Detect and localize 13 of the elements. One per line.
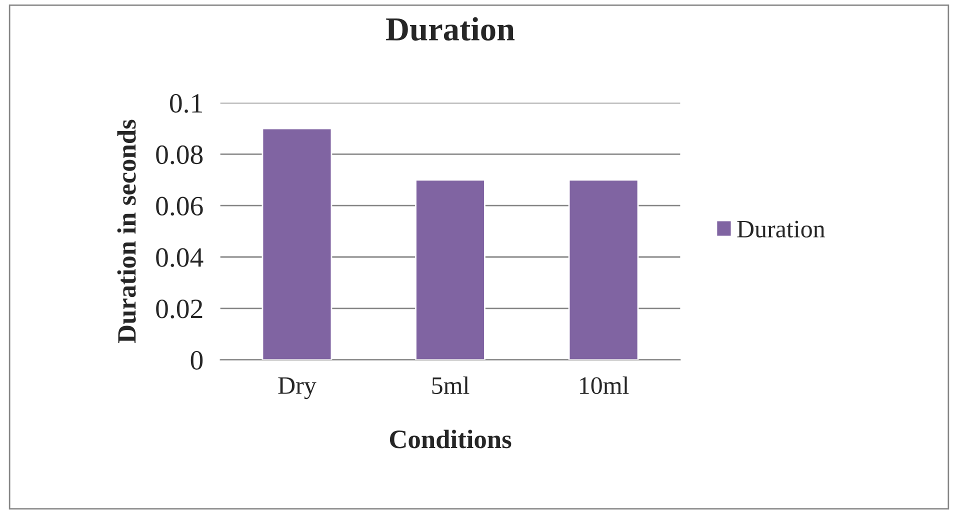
y-tick-label: 0 bbox=[190, 350, 203, 370]
y-tick-label: 0.02 bbox=[156, 300, 202, 318]
x-tick-label: 10ml bbox=[580, 376, 629, 394]
x-axis-title: Conditions bbox=[390, 430, 512, 448]
y-tick-label: 0.08 bbox=[156, 145, 203, 164]
legend-label: Duration bbox=[737, 220, 825, 238]
y-tick-label: 0.04 bbox=[156, 248, 204, 268]
chart-title: Duration bbox=[386, 17, 515, 41]
x-tick-label: Dry bbox=[278, 377, 316, 400]
y-tick-label: 0.06 bbox=[156, 196, 203, 216]
y-tick-label: 0.1 bbox=[170, 94, 202, 113]
y-axis-title: Duration in seconds bbox=[117, 120, 136, 344]
x-tick-label: 5ml bbox=[432, 376, 470, 394]
